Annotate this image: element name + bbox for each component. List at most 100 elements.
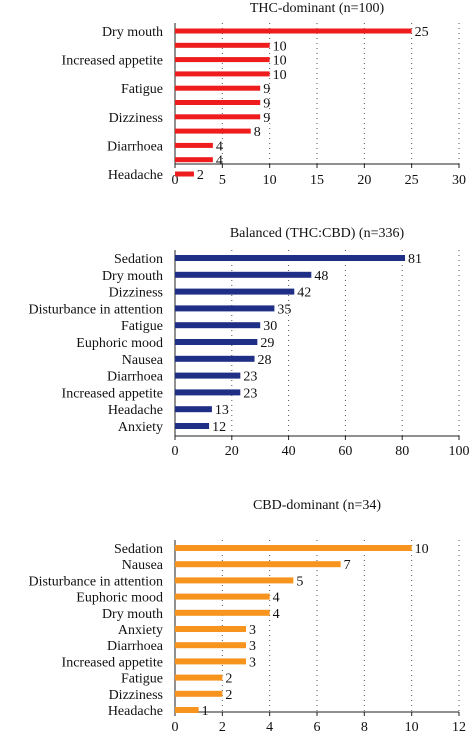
- bar-nausea: [175, 561, 341, 568]
- value-label: 10: [273, 39, 287, 54]
- bar-fatigue: [175, 674, 223, 681]
- category-label: Headache: [108, 168, 163, 183]
- x-tick-label: 30: [452, 173, 466, 188]
- category-label: Diarrhoea: [107, 639, 164, 654]
- value-label: 4: [216, 139, 223, 154]
- category-label: Dry mouth: [102, 269, 163, 284]
- value-label: 3: [249, 623, 256, 638]
- category-label: Nausea: [122, 353, 164, 368]
- category-label: Euphoric mood: [76, 591, 163, 606]
- value-label: 4: [273, 607, 280, 622]
- bar-disturbance-in-attention: [175, 305, 275, 312]
- category-label: Diarrhoea: [107, 370, 164, 385]
- x-tick-label: 10: [405, 720, 419, 735]
- bar-sedation: [175, 545, 412, 551]
- category-label: Fatigue: [121, 319, 163, 334]
- chart-2: Balanced (THC:CBD) (n=336) 0 20 40 60 80 100 Se…: [28, 226, 469, 459]
- value-label: 9: [263, 82, 270, 97]
- category-label: Disturbance in attention: [28, 302, 163, 317]
- value-label: 10: [273, 54, 287, 69]
- value-label: 13: [215, 403, 229, 418]
- bar-increased-appetite: [175, 57, 270, 63]
- value-label: 2: [225, 672, 232, 687]
- category-label: Dizziness: [109, 688, 163, 703]
- category-label: Increased appetite: [62, 54, 163, 69]
- bar-diarrhoea: [175, 642, 246, 649]
- bar-sedation: [175, 255, 406, 261]
- bar-nausea: [175, 355, 255, 362]
- x-tick-label: 40: [282, 444, 296, 459]
- value-label: 1: [202, 704, 209, 719]
- x-tick-label: 80: [395, 444, 409, 459]
- chart-1: THC-dominant (n=100) 0 5 10 15 20 25 30 Dry mout…: [62, 1, 466, 188]
- category-label: Dizziness: [109, 286, 163, 301]
- category-label: Headache: [108, 704, 163, 719]
- x-tick-label: 2: [219, 720, 226, 735]
- value-label: 35: [277, 302, 291, 317]
- bar-dry-mouth: [175, 609, 270, 616]
- category-label: Fatigue: [121, 82, 163, 97]
- value-label: 81: [408, 252, 422, 267]
- chart-title: Balanced (THC:CBD) (n=336): [230, 226, 405, 241]
- category-label: Sedation: [114, 252, 163, 267]
- bar-dry-mouth: [175, 271, 312, 278]
- bar-row-2: [175, 42, 270, 48]
- value-label: 2: [225, 688, 232, 703]
- bar-row-6: [175, 100, 261, 105]
- bar-disturbance-in-attention: [175, 577, 294, 584]
- x-tick-label: 4: [266, 720, 273, 735]
- x-tick-label: 0: [172, 720, 179, 735]
- category-label: Increased appetite: [62, 386, 163, 401]
- category-label: Anxiety: [118, 623, 163, 638]
- value-label: 8: [254, 125, 261, 140]
- x-tick-label: 12: [452, 720, 466, 735]
- bar-anxiety: [175, 423, 210, 429]
- value-label: 42: [297, 286, 311, 301]
- bar-row-10: [175, 157, 213, 163]
- value-label: 28: [258, 353, 272, 368]
- category-label: Fatigue: [121, 672, 163, 687]
- value-label: 2: [197, 168, 204, 183]
- x-tick-label: 15: [310, 173, 324, 188]
- bar-headache: [175, 171, 194, 177]
- value-label: 12: [212, 420, 226, 435]
- category-label: Anxiety: [118, 420, 163, 435]
- x-tick-label: 20: [357, 173, 371, 188]
- x-tick-label: 6: [314, 720, 321, 735]
- bar-diarrhoea: [175, 372, 241, 379]
- category-label: Headache: [108, 403, 163, 418]
- x-tick-label: 10: [263, 173, 277, 188]
- value-label: 30: [263, 319, 277, 334]
- value-label: 10: [415, 542, 429, 557]
- bar-euphoric-mood: [175, 339, 258, 345]
- value-label: 29: [260, 336, 274, 351]
- bar-fatigue: [175, 322, 261, 329]
- bar-euphoric-mood: [175, 593, 270, 600]
- x-tick-label: 60: [338, 444, 352, 459]
- chart-title: THC-dominant (n=100): [250, 1, 385, 16]
- x-tick-label: 100: [449, 444, 470, 459]
- bar-fatigue: [175, 85, 261, 91]
- value-label: 25: [415, 25, 429, 40]
- category-label: Euphoric mood: [76, 336, 163, 351]
- x-tick-label: 20: [225, 444, 239, 459]
- bar-anxiety: [175, 626, 246, 632]
- value-label: 4: [216, 154, 223, 169]
- category-label: Diarrhoea: [107, 139, 164, 154]
- bar-headache: [175, 406, 212, 413]
- value-label: 9: [263, 111, 270, 126]
- category-label: Dizziness: [109, 111, 163, 126]
- x-tick-label: 8: [361, 720, 368, 735]
- category-label: Dry mouth: [102, 25, 163, 40]
- x-tick-label: 25: [405, 173, 419, 188]
- bar-row-8: [175, 128, 251, 134]
- value-label: 48: [314, 269, 328, 284]
- value-label: 23: [243, 370, 257, 385]
- value-label: 23: [243, 386, 257, 401]
- bar-dry-mouth: [175, 28, 412, 34]
- category-label: Nausea: [122, 558, 164, 573]
- category-label: Increased appetite: [62, 655, 163, 670]
- category-label: Dry mouth: [102, 607, 163, 622]
- category-label: Sedation: [114, 542, 163, 557]
